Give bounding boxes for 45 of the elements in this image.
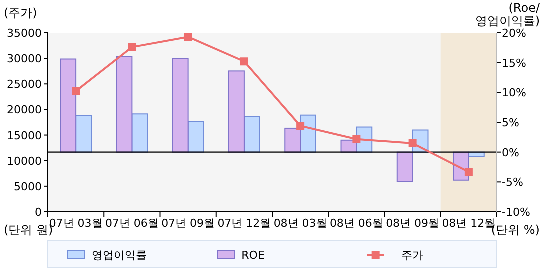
y-tick-label: 0 [35, 206, 42, 219]
bar [116, 56, 133, 153]
point [240, 58, 248, 66]
y-tick-label: 10000 [7, 154, 42, 168]
y-tick-label: 20000 [7, 104, 42, 117]
x-tick-label: 08년 12월 [442, 217, 496, 230]
point [352, 135, 361, 144]
legend-label: 주가 [401, 249, 424, 262]
point [296, 122, 305, 130]
bar [132, 114, 148, 153]
y-tick-label: 30000 [7, 52, 42, 66]
x-tick-label: 07년 12월 [218, 217, 272, 230]
x-tick-label: 08년 06월 [330, 217, 384, 230]
legend-label: 영업이익률 [92, 249, 147, 262]
x-tick-label: 08년 09월 [386, 217, 440, 230]
bar [284, 128, 302, 153]
point [128, 43, 136, 52]
y2-tick-label: 10% [502, 86, 526, 100]
y-axis-title: (주가) [4, 6, 38, 20]
point [184, 33, 192, 42]
y2-axis-title: (Roe/ 영업이익률) [475, 1, 541, 28]
y2-tick-label: -10% [502, 206, 530, 219]
y2-tick-label: 15% [502, 56, 526, 70]
point [408, 139, 417, 148]
x-tick-label: 08년 03월 [274, 217, 328, 230]
bar [172, 58, 189, 153]
x-tick-label: 07년 06월 [105, 217, 159, 230]
y2-tick-label: 20% [502, 27, 526, 40]
y2-tick-label: -5% [502, 176, 524, 190]
x-tick-label: 07년 09월 [162, 217, 216, 230]
y-tick-label: 5000 [14, 180, 42, 194]
legend-label: ROE [242, 249, 265, 262]
bar [228, 70, 245, 153]
y-tick-label: 25000 [7, 78, 42, 92]
x-tick-label: 07년 03월 [49, 217, 103, 230]
point [464, 168, 473, 176]
bar [396, 152, 414, 182]
y2-tick-label: 5% [502, 116, 520, 130]
bar [76, 115, 92, 153]
point [72, 87, 80, 96]
y2-tick-label: 0% [502, 146, 520, 160]
bar [60, 58, 77, 153]
y-tick-label: 15000 [7, 129, 42, 142]
bar [244, 116, 260, 153]
y-tick-label: 35000 [7, 27, 42, 40]
